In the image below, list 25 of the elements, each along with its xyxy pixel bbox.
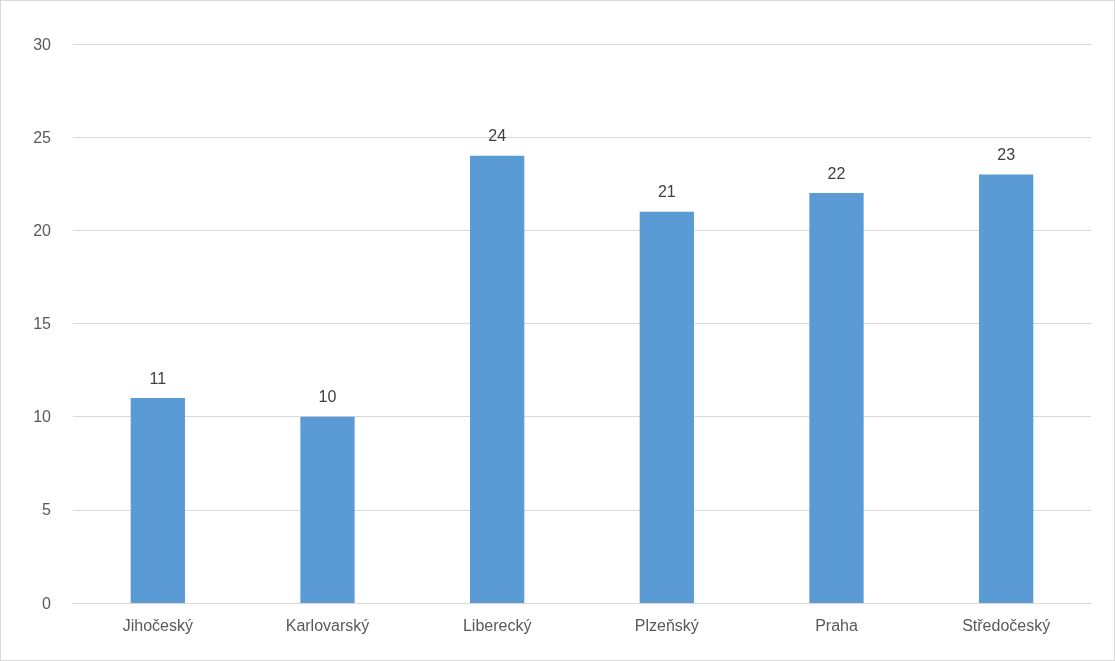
data-label: 21 (657, 183, 676, 201)
bar (470, 155, 525, 603)
x-tick-label: Karlovarský (285, 616, 370, 634)
bar (130, 398, 185, 603)
y-tick-label: 20 (33, 221, 52, 239)
data-label: 24 (488, 127, 507, 145)
y-tick-label: 5 (42, 501, 52, 519)
y-tick-label: 0 (42, 594, 52, 612)
bar (639, 211, 694, 603)
data-label: 10 (318, 388, 337, 406)
data-label: 23 (997, 145, 1016, 163)
data-label: 22 (827, 164, 846, 182)
y-tick-label: 30 (33, 35, 52, 53)
x-tick-label: Středočeský (962, 616, 1051, 634)
y-tick-label: 10 (33, 408, 52, 426)
y-tick-label: 15 (33, 315, 52, 332)
bar (979, 174, 1034, 603)
data-label: 11 (149, 369, 167, 387)
bar (809, 193, 864, 603)
y-tick-label: 25 (33, 128, 52, 146)
x-tick-label: Jihočeský (122, 616, 193, 634)
x-tick-label: Liberecký (462, 616, 532, 634)
bar (300, 416, 355, 603)
x-tick-label: Plzeňský (634, 616, 699, 634)
x-tick-label: Praha (815, 616, 858, 634)
